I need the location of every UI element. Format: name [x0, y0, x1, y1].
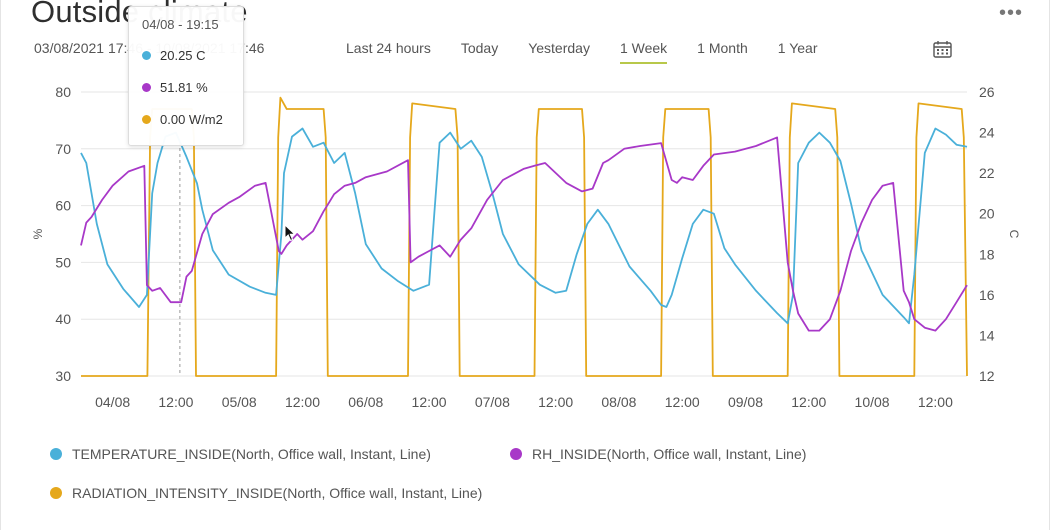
- x-tick-label: 12:00: [538, 394, 573, 410]
- tooltip-radiation-value: 0.00 W/m2: [160, 112, 223, 127]
- legend-label-radiation: RADIATION_INTENSITY_INSIDE(North, Office…: [72, 485, 483, 501]
- right-tick-label: 20: [979, 206, 995, 222]
- mouse-cursor-icon: [284, 224, 296, 242]
- tooltip-dot-temperature: [142, 51, 151, 60]
- series-line-radiation: [81, 96, 968, 377]
- range-today[interactable]: Today: [460, 40, 499, 56]
- right-tick-label: 24: [979, 125, 995, 141]
- x-tick-label: 09/08: [728, 394, 763, 410]
- tooltip-row-radiation: 0.00 W/m2: [142, 112, 223, 127]
- x-tick-label: 07/08: [475, 394, 510, 410]
- x-tick-label: 04/08: [95, 394, 130, 410]
- left-tick-label: 30: [55, 368, 71, 384]
- right-tick-label: 12: [979, 368, 995, 384]
- tooltip-temperature-value: 20.25 C: [160, 48, 206, 63]
- left-tick-label: 40: [55, 311, 71, 327]
- range-1-year[interactable]: 1 Year: [777, 40, 818, 56]
- right-tick-label: 26: [979, 84, 995, 100]
- right-tick-label: 16: [979, 287, 995, 303]
- x-tick-label: 12:00: [412, 394, 447, 410]
- right-tick-label: 18: [979, 246, 995, 262]
- series-line-rh: [80, 136, 968, 332]
- legend-dot-temperature: [50, 448, 62, 460]
- legend-item-temperature[interactable]: TEMPERATURE_INSIDE(North, Office wall, I…: [50, 446, 431, 462]
- left-axis-label: %: [31, 228, 45, 239]
- legend-dot-radiation: [50, 487, 62, 499]
- range-yesterday[interactable]: Yesterday: [528, 40, 590, 56]
- calendar-icon[interactable]: [933, 40, 952, 58]
- tooltip-row-temperature: 20.25 C: [142, 48, 206, 63]
- legend-item-radiation[interactable]: RADIATION_INTENSITY_INSIDE(North, Office…: [50, 485, 482, 501]
- x-tick-label: 05/08: [222, 394, 257, 410]
- legend-label-temperature: TEMPERATURE_INSIDE(North, Office wall, I…: [72, 446, 431, 462]
- legend-label-rh: RH_INSIDE(North, Office wall, Instant, L…: [532, 446, 807, 462]
- x-tick-label: 08/08: [601, 394, 636, 410]
- right-tick-label: 14: [979, 327, 995, 343]
- right-axis-label: C: [1007, 230, 1021, 239]
- x-tick-label: 12:00: [158, 394, 193, 410]
- time-range-tabs: Last 24 hours Today Yesterday 1 Week 1 M…: [331, 38, 832, 64]
- legend-item-rh[interactable]: RH_INSIDE(North, Office wall, Instant, L…: [510, 446, 806, 462]
- range-last-24-hours[interactable]: Last 24 hours: [346, 40, 431, 56]
- tooltip-row-rh: 51.81 %: [142, 80, 208, 95]
- tooltip-rh-value: 51.81 %: [160, 80, 208, 95]
- x-tick-label: 06/08: [348, 394, 383, 410]
- tooltip-dot-rh: [142, 83, 151, 92]
- x-tick-label: 12:00: [918, 394, 953, 410]
- line-chart[interactable]: 30 40 50 60 70 80 12 14 16 18 20 22 24 26% C 04/08 12:00…: [1, 70, 1050, 420]
- more-menu-button[interactable]: •••: [998, 2, 1023, 24]
- x-tick-label: 12:00: [791, 394, 826, 410]
- left-tick-label: 50: [55, 254, 71, 270]
- tooltip-title: 04/08 - 19:15: [142, 17, 219, 32]
- legend-dot-rh: [510, 448, 522, 460]
- right-tick-label: 22: [979, 165, 995, 181]
- left-tick-label: 80: [55, 84, 71, 100]
- left-tick-label: 60: [55, 198, 71, 214]
- range-1-week[interactable]: 1 Week: [619, 38, 668, 64]
- x-tick-label: 12:00: [665, 394, 700, 410]
- x-tick-label: 12:00: [285, 394, 320, 410]
- series-line-temperature: [80, 127, 968, 325]
- left-tick-label: 70: [55, 141, 71, 157]
- tooltip-dot-radiation: [142, 115, 151, 124]
- hover-tooltip: 04/08 - 19:15 20.25 C 51.81 % 0.00 W/m2: [128, 6, 244, 146]
- x-tick-label: 10/08: [855, 394, 890, 410]
- range-1-month[interactable]: 1 Month: [697, 40, 748, 56]
